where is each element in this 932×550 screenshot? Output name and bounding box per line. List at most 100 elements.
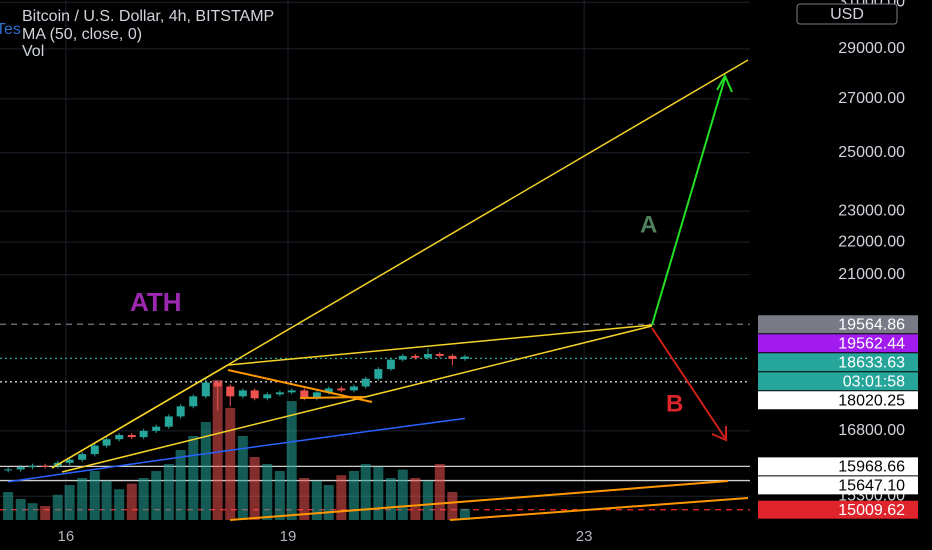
volume-bar [447, 492, 458, 520]
candle-body [115, 435, 124, 440]
volume-bar [373, 466, 384, 520]
volume-bar [114, 489, 125, 520]
arrow-head [716, 73, 733, 93]
annotation: B [666, 390, 683, 417]
price-badge-label: 15968.66 [838, 459, 905, 476]
volume-bar [163, 464, 174, 520]
candle-body [300, 390, 309, 399]
price-badge [758, 353, 918, 372]
price-badge [758, 334, 918, 353]
volume-bar [225, 408, 236, 520]
price-badge-label: 19564.86 [838, 316, 905, 333]
candle-body [238, 390, 247, 397]
price-badge [758, 372, 918, 391]
currency[interactable]: USD [830, 6, 864, 23]
overlay-text: Tes [0, 21, 21, 38]
volume-bar [459, 508, 470, 520]
price-badge-label: 19562.44 [838, 335, 905, 352]
candle-body [65, 459, 74, 463]
candle-body [41, 465, 50, 467]
candle-body [102, 439, 111, 446]
candle-body [460, 356, 469, 359]
volume-bar [311, 480, 322, 520]
candle-body [448, 355, 457, 359]
volume-bar [40, 506, 51, 520]
symbol-title: Bitcoin / U.S. Dollar, 4h, BITSTAMP [22, 8, 274, 25]
candle-body [78, 454, 87, 460]
indicator-label: MA (50, close, 0) [22, 26, 142, 43]
candle-body [16, 467, 25, 470]
volume-bar [27, 503, 38, 520]
volume-bar [126, 483, 137, 520]
candle-body [361, 378, 370, 387]
trend-line [299, 396, 366, 399]
candle-body [435, 354, 444, 356]
trend-line [51, 364, 229, 469]
volume-bar [64, 485, 75, 520]
volume-bar [299, 478, 310, 520]
candle-body [28, 465, 37, 468]
candle-body [349, 386, 358, 391]
currency-box[interactable] [796, 3, 898, 25]
arrow-a [651, 77, 726, 326]
volume-bar [348, 471, 359, 520]
ma-line [8, 417, 466, 483]
price-badge [758, 315, 918, 334]
candle-body [213, 382, 222, 387]
x-tick-label: 16 [58, 528, 75, 545]
candle-body [201, 382, 210, 397]
candle-body [324, 388, 333, 393]
candle-body [411, 355, 420, 358]
y-tick-label: 16800.00 [838, 422, 905, 439]
volume-bar [249, 457, 260, 520]
price-badge-label: 15009.62 [838, 502, 905, 519]
candle-body [90, 445, 99, 455]
drawings [51, 59, 749, 521]
candle-body [250, 390, 259, 399]
volume-bar [360, 464, 371, 520]
price-badge-label: 03:01:58 [843, 373, 905, 390]
price-badge [758, 476, 918, 495]
candle-body [287, 390, 296, 393]
volume-bar [200, 422, 211, 520]
volume-bar [385, 478, 396, 520]
trend-line [227, 324, 653, 366]
price-badge [758, 500, 918, 519]
volume-bar [212, 380, 223, 520]
volume-layer [3, 380, 470, 520]
arrow-head [711, 426, 727, 442]
price-badges: 19564.86 19562.44 18633.63 03:01:58 18020.25… [758, 315, 918, 519]
annotation: ATH [130, 287, 182, 317]
candle-body [275, 392, 284, 395]
candle-body [374, 369, 383, 379]
price-badge-label: 18020.25 [838, 392, 905, 409]
candle-body [263, 394, 272, 399]
annotation: A [640, 211, 657, 238]
volume-bar [3, 492, 14, 520]
candle-body [386, 359, 395, 370]
y-tick-label: 23000.00 [838, 202, 905, 219]
candle-body [398, 355, 407, 360]
candle-body [226, 386, 235, 397]
volume-bar [434, 464, 445, 520]
candle-body [4, 469, 13, 471]
arrow-b [651, 327, 726, 439]
x-tick-label: 19 [280, 528, 297, 545]
candle-body [127, 435, 136, 438]
trend-line [229, 480, 729, 521]
volume-bar [138, 478, 149, 520]
volume-bar [237, 436, 248, 520]
price-layer [4, 348, 469, 483]
volume-bar [286, 401, 297, 520]
volume-bar [323, 485, 334, 520]
candle-body [337, 388, 346, 391]
y-tick-label: 22000.00 [838, 233, 905, 250]
volume-bar [77, 478, 88, 520]
x-tick-label: 23 [576, 528, 593, 545]
trend-line [449, 497, 749, 521]
y-tick-label: 25000.00 [838, 144, 905, 161]
volume-bar [410, 478, 421, 520]
price-badge [758, 391, 918, 410]
candle-body [176, 406, 185, 417]
